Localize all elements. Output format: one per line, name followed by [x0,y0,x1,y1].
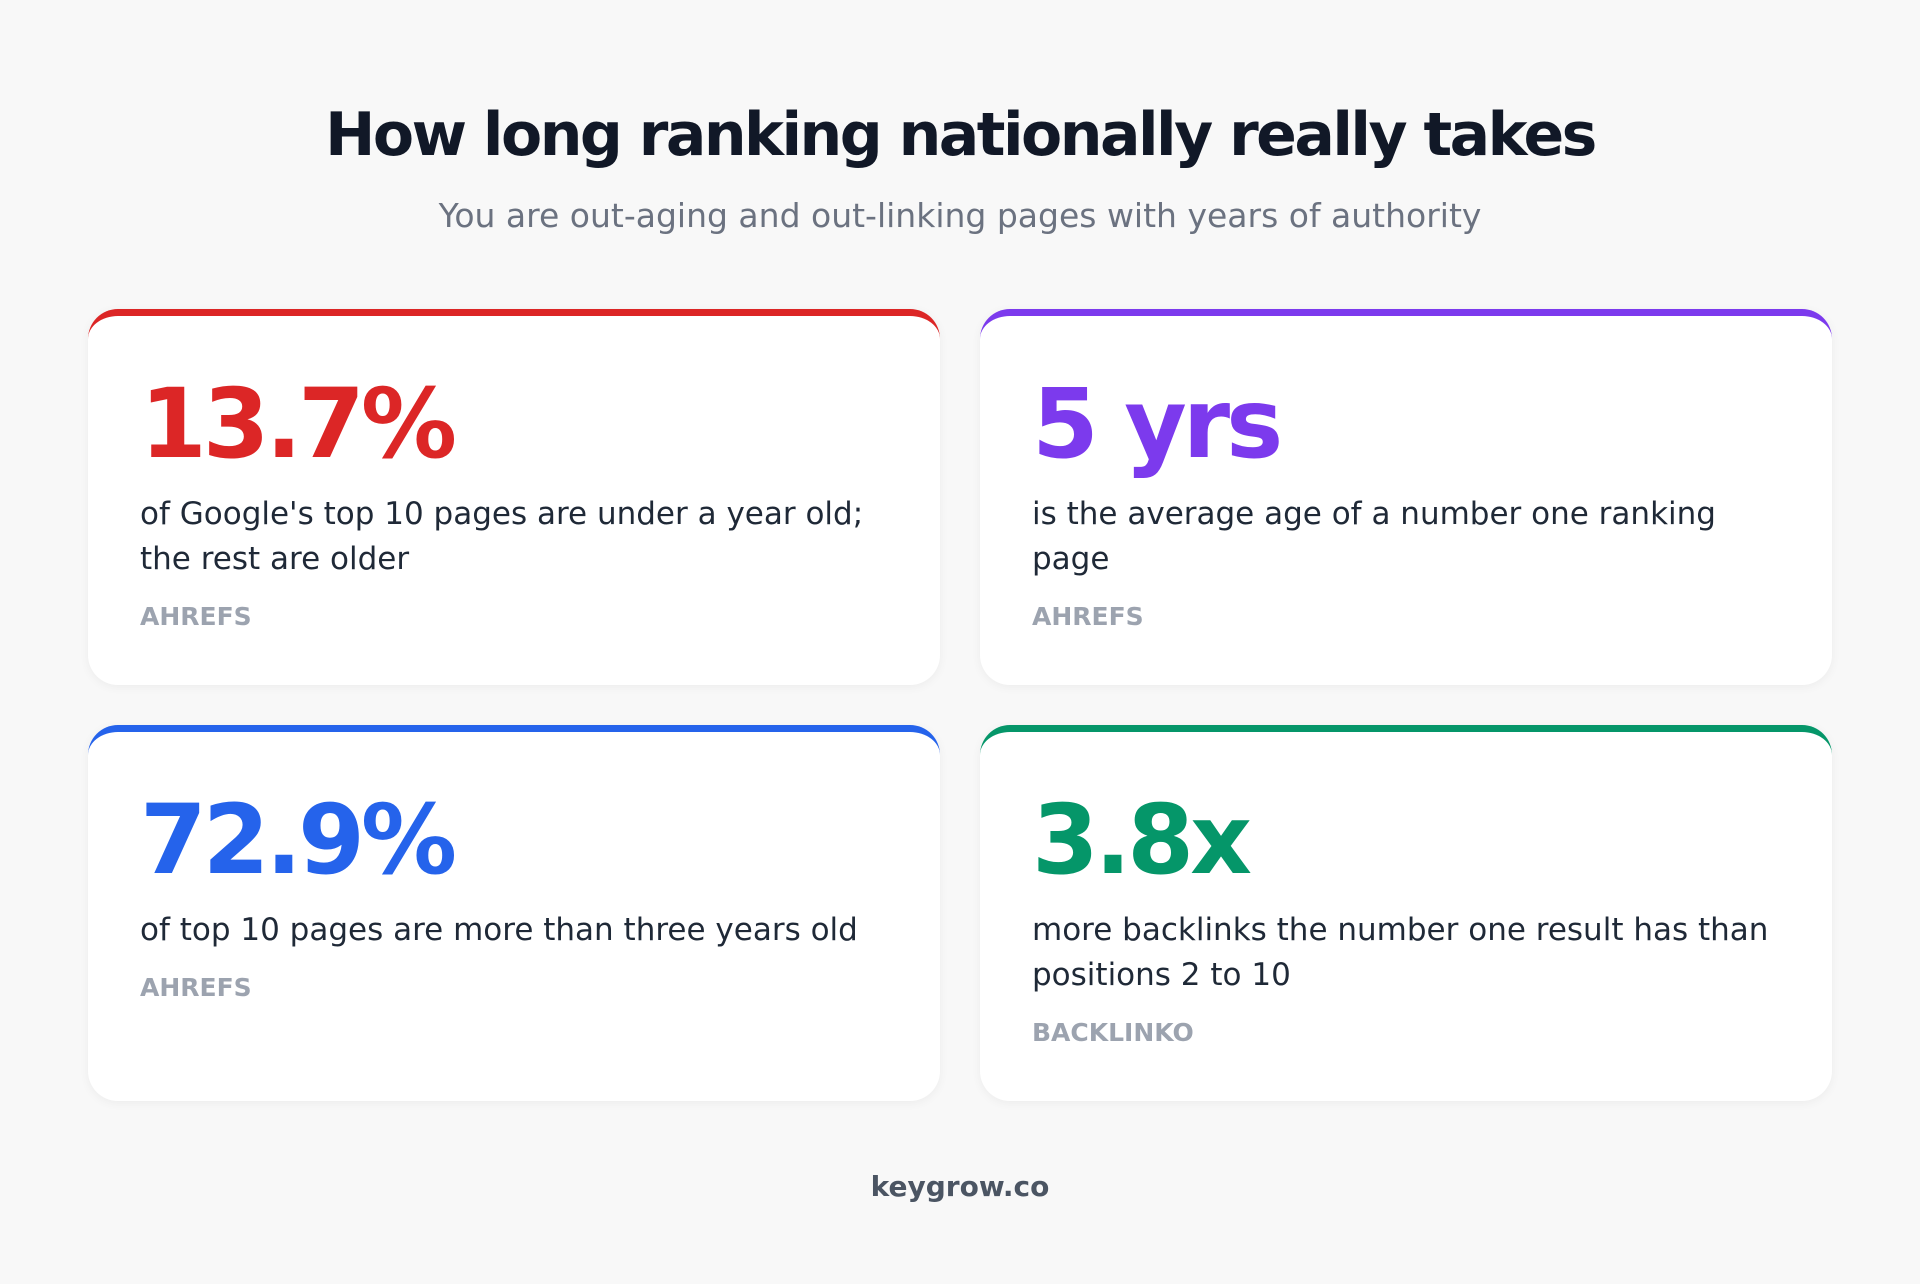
stat-card: 72.9% of top 10 pages are more than three… [88,725,940,1101]
stat-card: 3.8x more backlinks the number one result… [980,725,1832,1101]
stat-description: of top 10 pages are more than three year… [140,912,858,948]
stat-value: 5 yrs [1032,368,1283,480]
card-grid: 13.7% of Google's top 10 pages are under … [88,309,1832,1101]
stat-source: BACKLINKO [1032,1018,1194,1047]
title: How long ranking nationally really takes [325,100,1597,170]
stat-source: AHREFS [140,602,252,631]
stat-source: AHREFS [1032,602,1144,631]
footer: keygrow.co [870,1170,1050,1203]
stat-source: AHREFS [140,973,252,1002]
subtitle: You are out-aging and out-linking pages … [438,196,1482,235]
stat-value: 13.7% [140,368,457,480]
stat-description: more backlinks the number one result has… [1032,912,1769,993]
stat-card: 13.7% of Google's top 10 pages are under … [88,309,940,685]
stat-card: 5 yrs is the average age of a number one … [980,309,1832,685]
stat-description: of Google's top 10 pages are under a yea… [140,496,864,577]
stat-value: 72.9% [140,784,457,896]
stat-description: is the average age of a number one ranki… [1032,496,1716,577]
stat-value: 3.8x [1032,784,1252,896]
